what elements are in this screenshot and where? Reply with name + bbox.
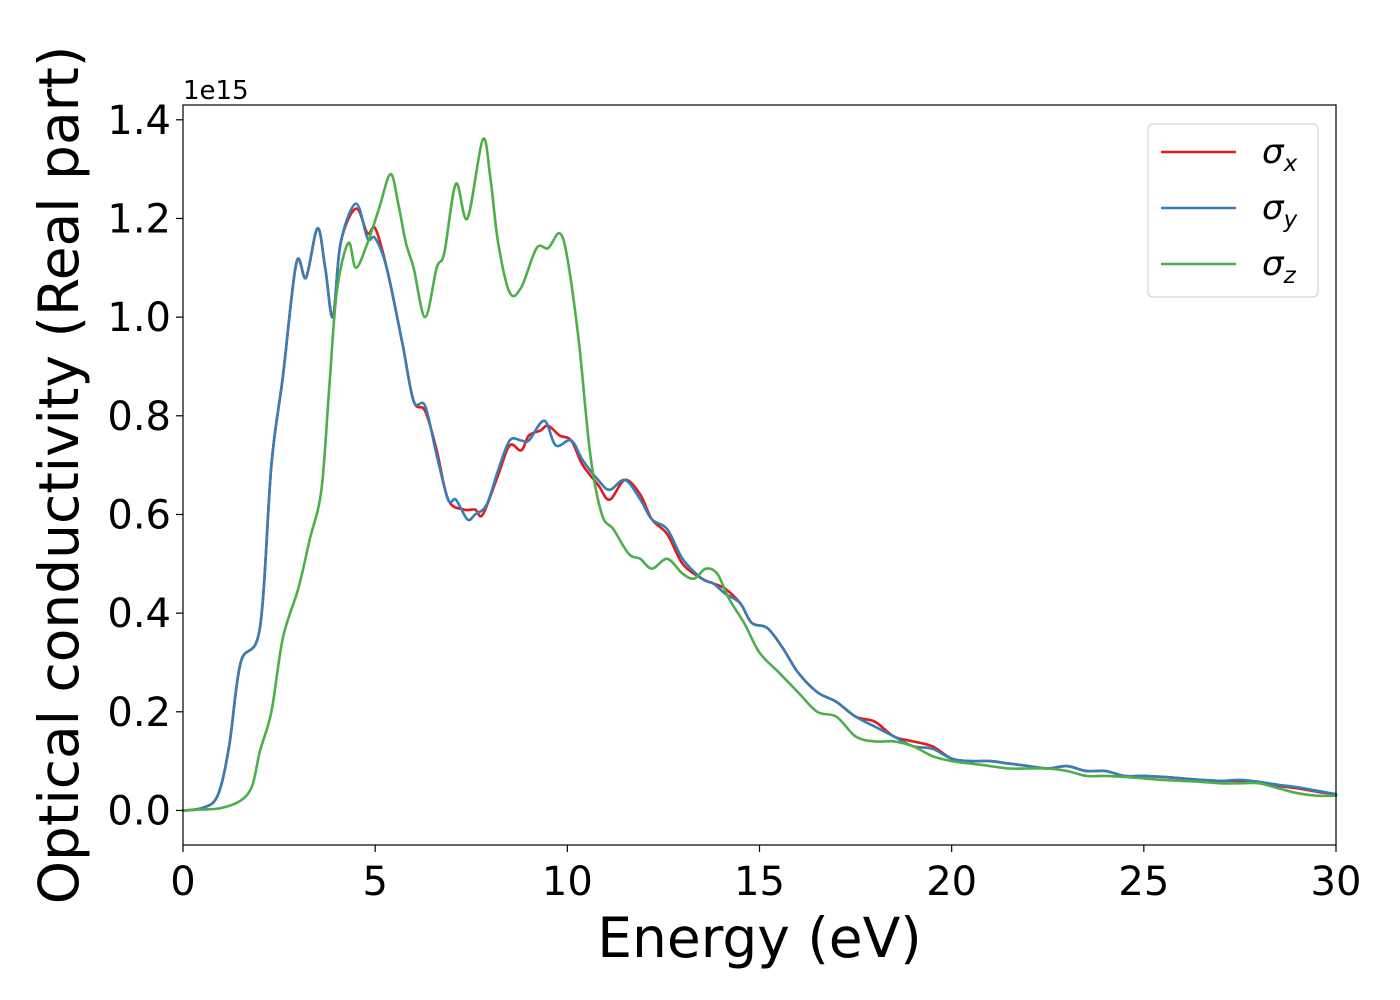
x-tick-label: 25	[1118, 859, 1169, 905]
legend-label-y: σy	[1262, 188, 1298, 233]
y-axis: 0.0 0.2 0.4 0.6 0.8 1.0 1.2 1.4	[107, 98, 183, 834]
series-layer	[181, 137, 1338, 812]
y-axis-label: Optical conductivity (Real part)	[27, 46, 91, 905]
y-tick-label: 0.4	[107, 591, 171, 637]
y-tick-label: 1.0	[107, 295, 171, 341]
x-tick-label: 20	[926, 859, 977, 905]
y-tick-label: 1.2	[107, 196, 171, 242]
x-axis: 0 5 10 15 20 25 30	[170, 845, 1361, 905]
y-tick-label: 0.8	[107, 394, 171, 440]
y-tick-label: 0.2	[107, 690, 171, 736]
y-tick-label: 1.4	[107, 98, 171, 144]
x-tick-label: 15	[734, 859, 785, 905]
x-tick-label: 5	[362, 859, 387, 905]
x-tick-label: 30	[1311, 859, 1362, 905]
legend: σx σy σz	[1147, 123, 1319, 298]
y-tick-label: 0.6	[107, 492, 171, 538]
x-tick-label: 0	[170, 859, 195, 905]
series-line-y	[181, 202, 1338, 812]
legend-box	[1147, 123, 1319, 298]
x-tick-label: 10	[542, 859, 593, 905]
legend-label-z: σz	[1262, 244, 1297, 289]
series-line-z	[181, 137, 1338, 812]
y-tick-label: 0.0	[107, 788, 171, 834]
y-axis-offset-label: 1e15	[183, 76, 249, 106]
legend-label-x: σx	[1262, 132, 1298, 177]
x-axis-label: Energy (eV)	[597, 906, 921, 970]
